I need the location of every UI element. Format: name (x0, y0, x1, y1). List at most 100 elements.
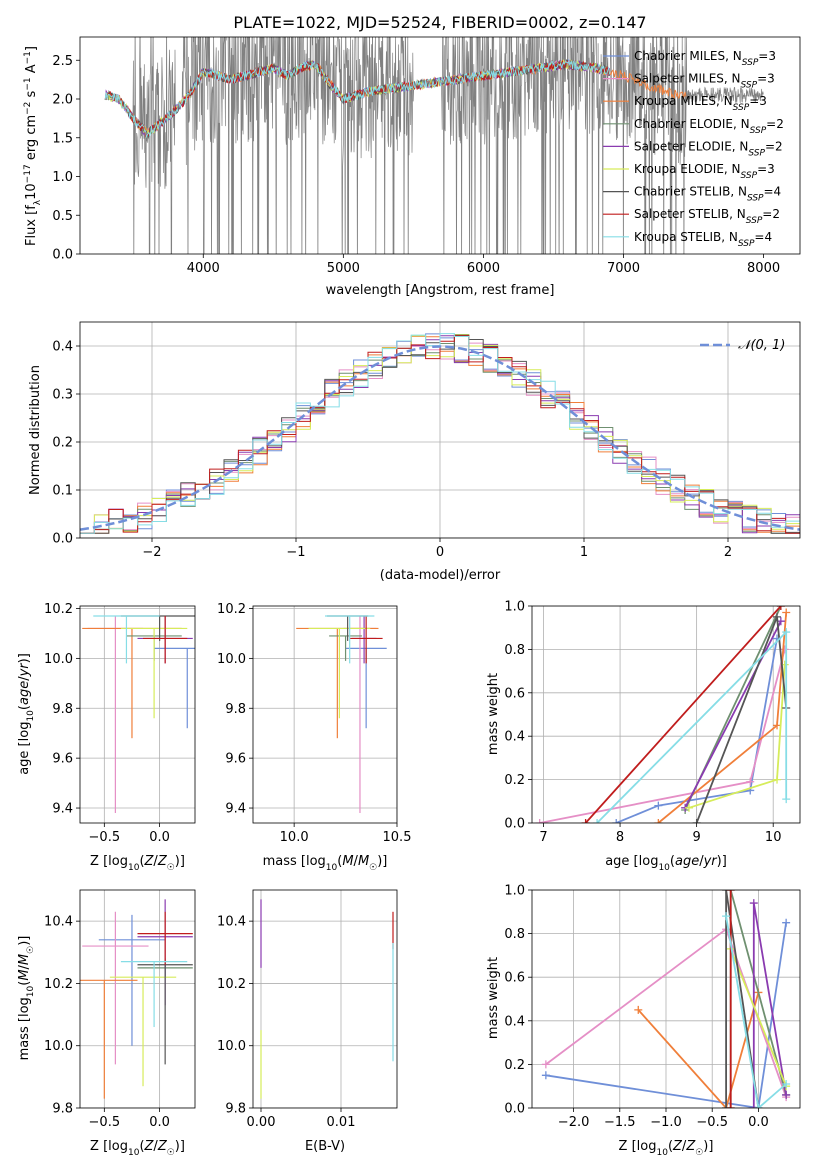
x-axis-label: age [log10(age/yr)] (605, 854, 727, 873)
y-tick-label: 0.4 (52, 340, 73, 355)
x-axis-label-part: Z (685, 1139, 696, 1154)
point-marker (782, 795, 791, 804)
x-tick-label: 8 (616, 830, 624, 845)
legend-label-part: SSP (738, 239, 755, 249)
x-axis-label-part: ☉ (167, 1148, 175, 1158)
legend-label-part: Kroupa ELODIE, N (634, 162, 741, 176)
legend-label: Chabrier ELODIE, NSSP=2 (634, 117, 784, 136)
x-axis-label-part: mass [log (263, 854, 326, 869)
axes-frame (252, 605, 398, 824)
y-tick-label: 0.0 (504, 1102, 525, 1117)
legend-label-part: =4 (754, 230, 772, 244)
y-axis-label-part: / (17, 676, 32, 681)
y-axis-label: Normed distribution (28, 365, 43, 495)
y-axis-label-part: mass [log (17, 997, 32, 1060)
x-tick-label: −1 (286, 545, 305, 560)
plot-area (80, 322, 800, 538)
y-axis-label-part: −1 (23, 51, 33, 64)
x-tick-label: 6000 (467, 261, 500, 276)
y-axis-label-part: Flux [f (24, 205, 39, 246)
point-marker (780, 645, 789, 654)
x-axis-label-part: M (342, 854, 353, 869)
legend-label: Salpeter STELIB, NSSP=2 (634, 207, 780, 226)
y-axis-label-part: age [log (17, 722, 32, 775)
point-marker (749, 1104, 758, 1108)
plot-area (532, 606, 800, 823)
y-axis-label: age [log10(age/yr)] (17, 653, 36, 775)
point-marker (654, 801, 663, 810)
y-tick-label: 0.2 (504, 1058, 525, 1073)
x-tick-label: −1.5 (604, 1115, 636, 1130)
point-marker (746, 777, 755, 786)
x-axis-label-part: ( (337, 854, 342, 869)
legend-label-part: =3 (758, 49, 776, 63)
y-axis-label: mass weight (486, 957, 501, 1039)
point-marker (773, 612, 782, 621)
y-axis-label-part: )] (17, 653, 32, 663)
legend-label-part: =3 (749, 94, 767, 108)
y-tick-label: 9.8 (225, 1102, 246, 1117)
y-axis-label-part: M (17, 969, 32, 980)
point-marker (541, 1071, 550, 1080)
y-tick-label: 1.0 (504, 600, 525, 615)
plot-area (253, 890, 397, 1108)
x-axis-label-part: 10 (658, 863, 670, 873)
x-axis-label-part: yr (703, 854, 719, 869)
axes-frame (531, 889, 801, 1109)
point-marker (634, 1005, 643, 1014)
point-marker (722, 912, 731, 921)
x-axis-label: Z [log10(Z/Z☉)] (90, 1139, 185, 1158)
legend-label: Salpeter MILES, NSSP=3 (634, 72, 775, 91)
point-marker (782, 608, 791, 617)
x-tick-label: 10.5 (383, 830, 412, 845)
legend-label-part: Kroupa MILES, N (634, 94, 733, 108)
y-tick-label: 9.8 (52, 1102, 73, 1117)
y-axis-label-part: ☉ (26, 946, 36, 954)
x-tick-label: −0.5 (89, 1115, 121, 1130)
plot-area (532, 890, 800, 1108)
x-tick-label: 7000 (607, 261, 640, 276)
x-tick-label: 0.0 (149, 830, 170, 845)
y-axis-label-part: )] (17, 936, 32, 946)
legend-label-part: SSP (750, 126, 767, 136)
x-axis-label: Z [log10(Z/Z☉)] (619, 1139, 714, 1158)
cumulative-line-5 (729, 948, 787, 1087)
legend-label-part: Kroupa STELIB, N (634, 230, 738, 244)
y-tick-label: 9.8 (52, 702, 73, 717)
x-tick-label: 4000 (187, 261, 220, 276)
x-tick-label: 10.0 (280, 830, 309, 845)
y-tick-label: 0.2 (504, 773, 525, 788)
y-tick-label: 10.2 (217, 977, 246, 992)
legend-label-gaussian: 𝒩(0, 1) (738, 338, 785, 353)
panel-spectrum: 4000 5000 6000 7000 8000 0.0 0.5 1.0 1.5 2.0 2.5 Ch… (23, 36, 801, 298)
x-tick-label: 9 (692, 830, 700, 845)
legend-label-part: SSP (748, 148, 765, 158)
x-axis-label-part: ☉ (369, 863, 377, 873)
legend-label: Chabrier MILES, NSSP=3 (634, 49, 776, 68)
residual-histogram-8 (80, 333, 800, 534)
x-axis-label-part: ( (668, 1139, 673, 1154)
legend-label-part: =3 (757, 72, 775, 86)
cumulative-line-7 (584, 606, 782, 823)
y-tick-label: 0.8 (504, 927, 525, 942)
y-tick-label: 0.4 (504, 730, 525, 745)
y-axis-label-part: −2 (23, 102, 33, 115)
point-marker (776, 606, 785, 610)
x-axis-label-part: Z [log (90, 854, 128, 869)
x-axis-label: mass [log10(M/M☉)] (263, 854, 388, 873)
legend-label-part: Salpeter STELIB, N (634, 207, 746, 221)
point-marker (754, 1104, 763, 1108)
legend-label-part: SSP (742, 58, 759, 68)
x-tick-label: 2 (724, 545, 732, 560)
legend-label: Chabrier STELIB, NSSP=4 (634, 185, 781, 204)
cumulative-line-0 (545, 922, 787, 1108)
x-axis-label-part: 10 (326, 863, 338, 873)
x-axis-label-part: Z (144, 1139, 155, 1154)
x-axis-label: (data-model)/error (380, 568, 501, 583)
x-tick-label: 0.0 (748, 1115, 769, 1130)
plot-area (80, 890, 195, 1108)
legend-label: Kroupa ELODIE, NSSP=3 (634, 162, 775, 181)
legend-label-part: SSP (746, 216, 763, 226)
cumulative-line-2 (637, 992, 760, 1108)
legend-label-part: Chabrier ELODIE, N (634, 117, 750, 131)
